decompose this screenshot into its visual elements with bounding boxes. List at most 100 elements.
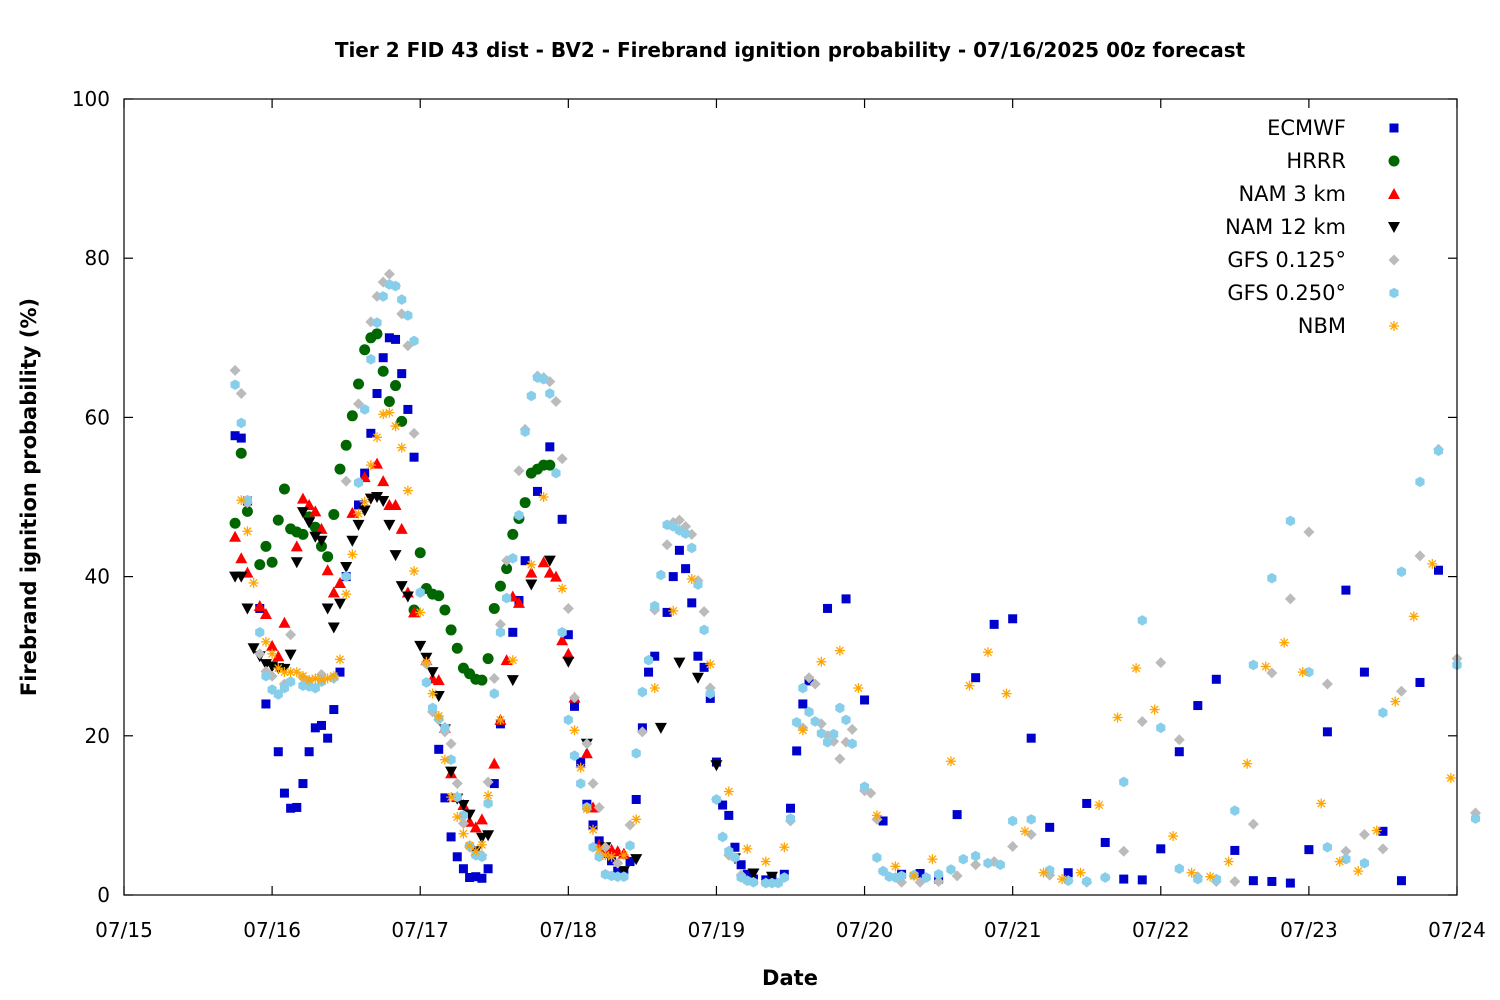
- data-point: [284, 649, 297, 661]
- data-point: [631, 814, 642, 825]
- data-point: [327, 622, 340, 634]
- data-point: [476, 674, 488, 686]
- data-point: [760, 856, 771, 867]
- data-point: [656, 569, 666, 581]
- data-point: [1007, 840, 1019, 852]
- data-point: [415, 607, 426, 618]
- data-point: [458, 864, 468, 874]
- data-point: [705, 659, 716, 670]
- data-point: [322, 551, 334, 563]
- data-point: [983, 857, 993, 869]
- data-point: [1156, 844, 1166, 854]
- x-tick-label: 07/16: [243, 918, 301, 942]
- data-point: [908, 870, 919, 881]
- data-point: [254, 648, 266, 660]
- data-point: [681, 564, 691, 574]
- data-point: [543, 555, 556, 567]
- data-point: [371, 328, 383, 340]
- data-point: [958, 853, 968, 865]
- data-point: [1433, 445, 1444, 457]
- data-point: [970, 859, 982, 871]
- data-point: [871, 810, 882, 821]
- data-point: [341, 571, 351, 582]
- data-point: [724, 845, 734, 857]
- data-point: [321, 564, 334, 576]
- legend-entry: NAM 12 km: [1225, 215, 1400, 239]
- data-point: [588, 824, 599, 835]
- data-point: [1193, 873, 1203, 885]
- data-point: [1082, 876, 1092, 887]
- data-point: [261, 670, 271, 682]
- data-point: [846, 723, 858, 735]
- data-point: [242, 494, 253, 506]
- data-point: [563, 630, 573, 640]
- data-point: [303, 517, 316, 529]
- data-point: [465, 872, 475, 882]
- data-point: [502, 592, 512, 604]
- data-point: [323, 733, 333, 743]
- data-point: [1321, 678, 1333, 690]
- data-point: [1001, 688, 1012, 699]
- x-tick-label: 07/23: [1280, 918, 1338, 942]
- data-point: [650, 651, 660, 661]
- data-point: [520, 556, 530, 566]
- data-point: [654, 722, 667, 734]
- data-point: [242, 526, 253, 537]
- data-point: [705, 688, 715, 699]
- y-tick-label: 40: [85, 565, 110, 589]
- data-point: [581, 738, 593, 750]
- data-point: [401, 591, 414, 603]
- data-point: [1304, 666, 1314, 678]
- data-point: [1378, 707, 1388, 719]
- data-point: [803, 672, 815, 684]
- data-point: [310, 682, 320, 694]
- data-point: [896, 870, 907, 882]
- data-point: [434, 744, 444, 754]
- data-point: [600, 850, 611, 861]
- series-gfs-0-250: [230, 279, 1481, 889]
- data-point: [841, 714, 851, 726]
- data-point: [316, 675, 327, 686]
- data-point: [1168, 831, 1179, 842]
- data-point: [285, 629, 297, 641]
- data-point: [1211, 674, 1221, 684]
- data-point: [421, 656, 432, 667]
- data-point: [458, 828, 469, 839]
- data-point: [835, 702, 845, 714]
- data-point: [1094, 800, 1105, 811]
- legend: ECMWF HRRR NAM 3 km NAM 12 km GFS 0.125° GFS …: [1225, 116, 1400, 338]
- data-point: [483, 864, 493, 874]
- data-point: [446, 832, 456, 842]
- data-point: [1008, 614, 1018, 624]
- data-point: [724, 810, 734, 820]
- data-point: [718, 800, 728, 810]
- data-point: [409, 452, 419, 462]
- legend-marker: [1389, 123, 1399, 133]
- data-point: [296, 507, 309, 519]
- data-point: [525, 566, 538, 578]
- data-point: [383, 519, 396, 531]
- data-point: [329, 705, 339, 715]
- data-point: [458, 810, 469, 821]
- data-point: [229, 364, 241, 376]
- data-point: [279, 788, 289, 798]
- data-point: [372, 389, 382, 399]
- data-point: [661, 539, 673, 551]
- data-point: [383, 268, 395, 280]
- data-point: [286, 803, 296, 813]
- data-point: [439, 754, 450, 765]
- data-point: [538, 492, 549, 502]
- data-point: [619, 871, 629, 882]
- data-point: [562, 656, 575, 668]
- data-point: [1285, 878, 1295, 888]
- series-nbm: [236, 407, 1456, 885]
- data-point: [872, 852, 882, 863]
- data-point: [816, 728, 826, 739]
- data-point: [235, 388, 247, 400]
- data-point: [335, 667, 345, 677]
- data-point: [273, 747, 283, 757]
- data-point: [397, 294, 407, 305]
- data-point: [229, 530, 242, 542]
- data-point: [477, 873, 487, 883]
